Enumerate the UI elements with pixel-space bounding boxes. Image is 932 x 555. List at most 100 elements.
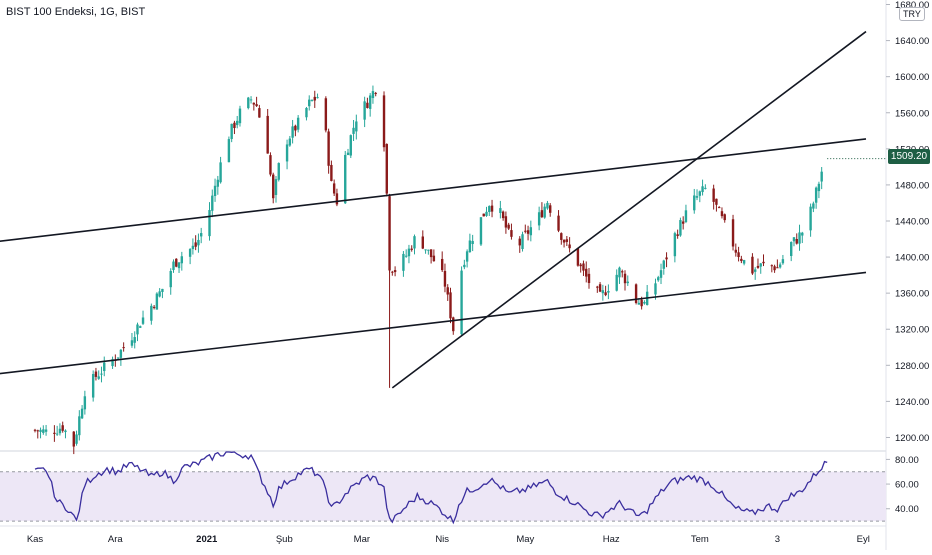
candle-body bbox=[801, 232, 804, 236]
candle-body bbox=[238, 108, 242, 124]
candle-body bbox=[61, 425, 64, 431]
candle-body bbox=[549, 205, 552, 213]
trend-layer[interactable] bbox=[0, 30, 867, 389]
candle-body bbox=[654, 283, 657, 295]
candle-body bbox=[582, 263, 585, 271]
time-tick-label: Ara bbox=[108, 534, 124, 545]
candle-body bbox=[324, 98, 328, 131]
time-tick-label: May bbox=[516, 534, 534, 545]
candle-body bbox=[44, 429, 48, 432]
candle-body bbox=[316, 97, 319, 99]
candle-body bbox=[529, 227, 533, 236]
candle-body bbox=[460, 270, 463, 335]
candle-body bbox=[693, 195, 696, 211]
candle-body bbox=[526, 230, 530, 234]
candle-body bbox=[80, 408, 84, 419]
candle-body bbox=[587, 273, 591, 284]
candle-body bbox=[521, 234, 524, 249]
candle-body bbox=[363, 101, 366, 120]
candle-body bbox=[274, 179, 278, 195]
candle-body bbox=[72, 431, 75, 447]
candle-body bbox=[288, 138, 292, 146]
candle-body bbox=[798, 232, 801, 244]
rsi-layer[interactable] bbox=[34, 451, 828, 525]
candle-body bbox=[524, 230, 527, 232]
candle-body bbox=[421, 236, 424, 249]
candle-body bbox=[446, 287, 449, 295]
candle-body bbox=[792, 237, 796, 242]
candle-body bbox=[335, 193, 339, 205]
time-tick-label: 2021 bbox=[196, 534, 218, 545]
candle-body bbox=[781, 259, 785, 264]
candle-body bbox=[83, 396, 87, 410]
time-tick-label: Kas bbox=[27, 534, 44, 545]
candle-body bbox=[626, 281, 629, 284]
candle-body bbox=[463, 264, 466, 268]
candle-body bbox=[393, 270, 397, 273]
candle-body bbox=[36, 430, 39, 432]
candle-body bbox=[236, 120, 239, 126]
candle-body bbox=[172, 261, 175, 270]
candle-body bbox=[39, 429, 42, 432]
symbol-title[interactable]: BIST 100 Endeksi, 1G, BIST bbox=[6, 6, 146, 18]
candle-body bbox=[440, 258, 444, 271]
candle-body bbox=[756, 265, 760, 268]
candle-body bbox=[790, 242, 793, 256]
candle-body bbox=[382, 95, 386, 148]
candle-body bbox=[471, 240, 474, 245]
candle-body bbox=[712, 188, 715, 202]
candle-body bbox=[773, 266, 776, 271]
candle-body bbox=[213, 185, 217, 197]
rsi-band bbox=[0, 471, 886, 522]
candle-body bbox=[208, 210, 211, 237]
currency-badge[interactable]: TRY bbox=[899, 7, 925, 21]
time-tick-label: Eyl bbox=[857, 534, 870, 545]
candle-body bbox=[407, 248, 411, 257]
candle-body bbox=[330, 164, 333, 181]
price-tick-label: 1440.00 bbox=[895, 216, 929, 227]
candle-body bbox=[443, 270, 447, 287]
candle-body bbox=[58, 428, 62, 434]
candle-body bbox=[465, 251, 469, 262]
candle-body bbox=[266, 115, 269, 154]
candle-body bbox=[504, 216, 508, 228]
candle-body bbox=[562, 239, 566, 243]
candle-body bbox=[657, 277, 660, 281]
candle-body bbox=[820, 171, 823, 182]
candle-body bbox=[715, 198, 718, 205]
candle-body bbox=[33, 429, 37, 431]
candle-layer[interactable] bbox=[33, 85, 886, 455]
candle-body bbox=[579, 264, 582, 267]
candle-body bbox=[53, 432, 56, 434]
candle-body bbox=[507, 224, 510, 229]
candle-body bbox=[809, 206, 812, 231]
candle-body bbox=[482, 213, 485, 217]
price-tick-label: 1240.00 bbox=[895, 397, 929, 408]
candle-body bbox=[734, 249, 738, 253]
candle-body bbox=[623, 273, 627, 284]
candle-body bbox=[352, 127, 355, 134]
candle-body bbox=[191, 245, 195, 250]
candle-body bbox=[488, 206, 491, 213]
price-tick-label: 1360.00 bbox=[895, 289, 929, 300]
candle-body bbox=[604, 292, 607, 296]
price-tick-label: 1560.00 bbox=[895, 108, 929, 119]
candle-body bbox=[75, 434, 78, 444]
candle-body bbox=[194, 242, 197, 247]
candle-body bbox=[374, 92, 377, 94]
candle-body bbox=[402, 253, 405, 271]
candle-body bbox=[740, 258, 743, 262]
candle-body bbox=[94, 371, 98, 377]
candle-body bbox=[560, 233, 563, 240]
candle-body bbox=[546, 202, 549, 209]
candle-body bbox=[111, 359, 114, 367]
candle-body bbox=[585, 268, 588, 277]
candle-body bbox=[704, 187, 707, 189]
price-tick-label: 1400.00 bbox=[895, 253, 929, 264]
candle-body bbox=[795, 239, 798, 244]
candle-body bbox=[576, 248, 580, 266]
price-tick-label: 1680.00 bbox=[895, 0, 929, 11]
candle-body bbox=[468, 240, 472, 253]
candle-body bbox=[180, 256, 184, 264]
